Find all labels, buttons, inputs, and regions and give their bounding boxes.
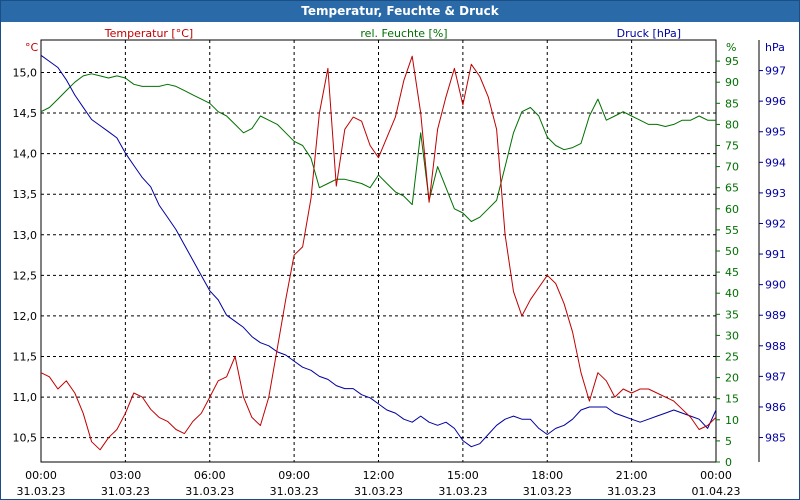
date-tick-label: 31.03.23 xyxy=(101,485,150,498)
pressure-tick-label: 992 xyxy=(765,217,786,230)
date-tick-label: 31.03.23 xyxy=(17,485,66,498)
humidity-axis-ticks: 0 5 10 15 20 25 30 35 40 45 50 55 60 65 70 75 80 85 90 95 xyxy=(716,55,739,469)
humidity-tick-label: 80 xyxy=(725,118,739,131)
humidity-tick-label: 40 xyxy=(725,287,739,300)
humidity-tick-label: 55 xyxy=(725,224,739,237)
humidity-tick-label: 70 xyxy=(725,161,739,174)
temperature-legend-label: Temperatur [°C] xyxy=(104,27,193,40)
time-tick-label: 21:00 xyxy=(616,469,648,482)
pressure-tick-label: 987 xyxy=(765,370,786,383)
temperature-axis-unit: °C xyxy=(25,41,39,54)
time-axis-ticks: 00:00 31.03.23 03:00 31.03.23 06:00 31.03.23 0… xyxy=(17,469,741,498)
temperature-tick-label: 11,0 xyxy=(13,391,38,404)
time-tick-label: 00:00 xyxy=(25,469,57,482)
pressure-tick-label: 996 xyxy=(765,95,786,108)
date-tick-label: 31.03.23 xyxy=(438,485,487,498)
humidity-tick-label: 35 xyxy=(725,308,739,321)
humidity-tick-label: 20 xyxy=(725,372,739,385)
temperature-series-line xyxy=(40,55,717,451)
pressure-tick-label: 986 xyxy=(765,401,786,414)
pressure-tick-label: 995 xyxy=(765,126,786,139)
gridlines xyxy=(41,40,716,462)
time-tick-label: 15:00 xyxy=(447,469,479,482)
humidity-tick-label: 95 xyxy=(725,55,739,68)
temperature-axis-ticks: 10,5 11,0 11,5 12,0 12,5 13,0 13,5 14,0 14,5 15,0 xyxy=(13,66,38,444)
humidity-legend-label: rel. Feuchte [%] xyxy=(360,27,447,40)
pressure-tick-label: 991 xyxy=(765,248,786,261)
humidity-tick-label: 85 xyxy=(725,97,739,110)
humidity-tick-label: 25 xyxy=(725,351,739,364)
humidity-axis-unit: % xyxy=(726,41,736,54)
temperature-tick-label: 13,5 xyxy=(13,188,38,201)
time-tick-label: 03:00 xyxy=(110,469,142,482)
humidity-tick-label: 0 xyxy=(725,456,732,469)
humidity-tick-label: 90 xyxy=(725,76,739,89)
date-tick-label: 31.03.23 xyxy=(185,485,234,498)
window-title: Temperatur, Feuchte & Druck xyxy=(1,1,799,22)
time-tick-label: 12:00 xyxy=(363,469,395,482)
temperature-tick-label: 12,5 xyxy=(13,269,38,282)
humidity-tick-label: 15 xyxy=(725,393,739,406)
humidity-tick-label: 75 xyxy=(725,140,739,153)
pressure-tick-label: 997 xyxy=(765,65,786,78)
temperature-tick-label: 12,0 xyxy=(13,310,38,323)
pressure-axis-unit: hPa xyxy=(765,41,785,54)
pressure-axis-ticks: 985 986 987 988 989 990 991 992 993 994 995 996 997 xyxy=(759,65,786,445)
pressure-tick-label: 985 xyxy=(765,432,786,445)
humidity-tick-label: 50 xyxy=(725,245,739,258)
temperature-tick-label: 11,5 xyxy=(13,351,38,364)
date-tick-label: 31.03.23 xyxy=(270,485,319,498)
series-lines xyxy=(40,54,717,451)
temperature-tick-label: 13,0 xyxy=(13,229,38,242)
pressure-tick-label: 993 xyxy=(765,187,786,200)
pressure-tick-label: 989 xyxy=(765,309,786,322)
humidity-tick-label: 30 xyxy=(725,329,739,342)
pressure-tick-label: 990 xyxy=(765,279,786,292)
humidity-series-line xyxy=(40,73,716,222)
pressure-tick-label: 994 xyxy=(765,156,786,169)
time-tick-label: 06:00 xyxy=(194,469,226,482)
humidity-tick-label: 10 xyxy=(725,414,739,427)
temperature-tick-label: 14,5 xyxy=(13,107,38,120)
date-tick-label: 31.03.23 xyxy=(607,485,656,498)
time-tick-label: 09:00 xyxy=(278,469,310,482)
date-tick-label: 31.03.23 xyxy=(354,485,403,498)
pressure-series-line xyxy=(40,54,717,448)
temperature-tick-label: 14,0 xyxy=(13,148,38,161)
date-tick-label: 01.04.23 xyxy=(692,485,741,498)
temperature-tick-label: 15,0 xyxy=(13,66,38,79)
humidity-tick-label: 65 xyxy=(725,182,739,195)
date-tick-label: 31.03.23 xyxy=(523,485,572,498)
time-tick-label: 00:00 xyxy=(700,469,732,482)
pressure-legend-label: Druck [hPa] xyxy=(617,27,681,40)
temperature-tick-label: 10,5 xyxy=(13,432,38,445)
humidity-tick-label: 5 xyxy=(725,435,732,448)
humidity-tick-label: 60 xyxy=(725,203,739,216)
pressure-tick-label: 988 xyxy=(765,340,786,353)
time-tick-label: 18:00 xyxy=(531,469,563,482)
humidity-tick-label: 45 xyxy=(725,266,739,279)
